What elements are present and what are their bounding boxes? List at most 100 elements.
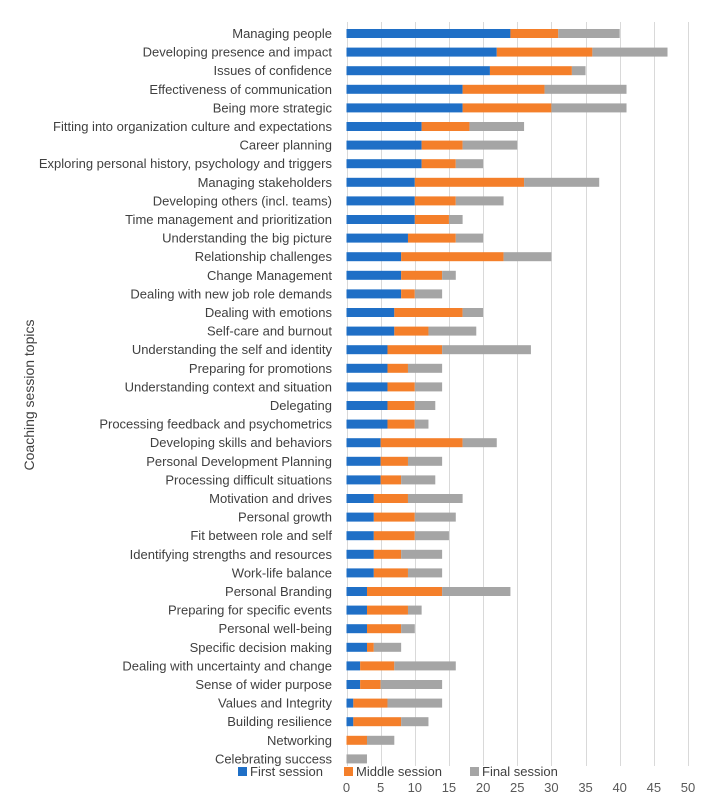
- x-tick-label: 30: [544, 780, 558, 795]
- category-label: Building resilience: [227, 714, 332, 729]
- bar-final-session: [414, 382, 443, 392]
- category-label: Personal growth: [238, 510, 332, 525]
- bar-final-session: [366, 735, 395, 745]
- category-label: Personal Branding: [225, 584, 332, 599]
- bar-middle-session: [496, 47, 593, 57]
- x-tick-label: 20: [476, 780, 490, 795]
- bar-first-session: [346, 494, 374, 503]
- bar-middle-session: [421, 122, 470, 131]
- bar-final-session: [407, 363, 443, 373]
- category-label: Self-care and burnout: [207, 324, 332, 339]
- bar-first-session: [346, 512, 374, 522]
- category-label: Sense of wider purpose: [195, 677, 332, 692]
- legend-item: First session: [238, 764, 323, 779]
- bar-final-session: [462, 438, 497, 448]
- category-label: Relationship challenges: [195, 249, 333, 264]
- bar-final-session: [592, 47, 668, 57]
- category-label: Personal well-being: [219, 621, 332, 636]
- category-label: Identifying strengths and resources: [130, 547, 333, 562]
- bar-middle-session: [394, 326, 429, 336]
- bars: [346, 29, 668, 764]
- bar-first-session: [346, 475, 381, 485]
- bar-middle-session: [387, 419, 415, 429]
- bar-final-session: [414, 419, 429, 429]
- bar-first-session: [346, 159, 422, 169]
- bar-final-session: [503, 252, 552, 262]
- category-label: Networking: [267, 733, 332, 748]
- bar-final-session: [407, 568, 443, 578]
- bar-middle-session: [366, 624, 402, 634]
- legend-label: Middle session: [356, 764, 442, 779]
- bar-first-session: [346, 438, 381, 448]
- bar-final-session: [455, 159, 484, 169]
- bar-middle-session: [373, 512, 415, 522]
- bar-final-session: [387, 698, 443, 708]
- bar-final-session: [462, 140, 518, 150]
- category-label: Motivation and drives: [209, 491, 332, 506]
- legend-label: First session: [250, 764, 323, 779]
- category-label: Delegating: [270, 398, 332, 413]
- bar-first-session: [346, 196, 415, 206]
- bar-final-session: [442, 270, 456, 280]
- bar-final-session: [571, 66, 586, 76]
- bar-first-session: [346, 252, 402, 262]
- bar-middle-session: [373, 494, 408, 503]
- bar-first-session: [346, 345, 388, 355]
- bar-final-session: [524, 177, 600, 187]
- legend-swatch: [344, 767, 353, 776]
- category-label: Fit between role and self: [190, 528, 332, 543]
- x-tick-label: 45: [647, 780, 661, 795]
- bar-middle-session: [407, 233, 456, 243]
- gridlines: [347, 22, 689, 766]
- bar-middle-session: [387, 345, 443, 355]
- category-label: Career planning: [239, 138, 332, 153]
- bar-final-session: [551, 103, 627, 113]
- bar-first-session: [346, 401, 388, 410]
- bar-first-session: [346, 326, 395, 336]
- bar-first-session: [346, 122, 422, 131]
- bar-middle-session: [510, 29, 559, 38]
- category-label: Understanding the big picture: [162, 231, 332, 246]
- bar-first-session: [346, 84, 463, 94]
- x-tick-labels: 0 5 10 15 20 25 30 35 40 45 50: [343, 780, 695, 795]
- category-label: Managing stakeholders: [198, 175, 333, 190]
- bar-middle-session: [353, 717, 402, 727]
- bar-final-session: [455, 233, 484, 243]
- category-label: Managing people: [232, 26, 332, 41]
- category-label: Preparing for promotions: [189, 361, 333, 376]
- x-tick-label: 50: [681, 780, 695, 795]
- bar-final-session: [407, 456, 443, 466]
- category-label: Developing skills and behaviors: [150, 435, 333, 450]
- bar-middle-session: [414, 196, 456, 206]
- bar-first-session: [346, 363, 388, 373]
- bar-final-session: [401, 475, 436, 485]
- bar-middle-session: [401, 270, 443, 280]
- bar-first-session: [346, 642, 367, 652]
- bar-first-session: [346, 382, 388, 392]
- bar-middle-session: [353, 698, 388, 708]
- category-label: Understanding context and situation: [125, 379, 332, 394]
- bar-final-session: [455, 196, 504, 206]
- bar-final-session: [414, 401, 436, 410]
- category-label: Time management and prioritization: [125, 212, 332, 227]
- bar-first-session: [346, 624, 367, 634]
- category-label: Celebrating success: [215, 751, 333, 766]
- bar-middle-session: [462, 103, 552, 113]
- bar-final-session: [544, 84, 627, 94]
- bar-first-session: [346, 103, 463, 113]
- category-label: Exploring personal history, psychology a…: [39, 156, 333, 171]
- bar-middle-session: [373, 531, 415, 541]
- x-tick-label: 40: [612, 780, 626, 795]
- bar-first-session: [346, 531, 374, 541]
- bar-middle-session: [414, 177, 525, 187]
- category-label: Preparing for specific events: [168, 603, 333, 618]
- bar-middle-session: [360, 661, 395, 671]
- bar-first-session: [346, 419, 388, 429]
- bar-middle-session: [366, 642, 374, 652]
- category-label: Values and Integrity: [218, 696, 332, 711]
- bar-final-session: [401, 549, 443, 559]
- bar-first-session: [346, 289, 402, 299]
- bar-first-session: [346, 29, 511, 38]
- bar-final-session: [558, 29, 620, 38]
